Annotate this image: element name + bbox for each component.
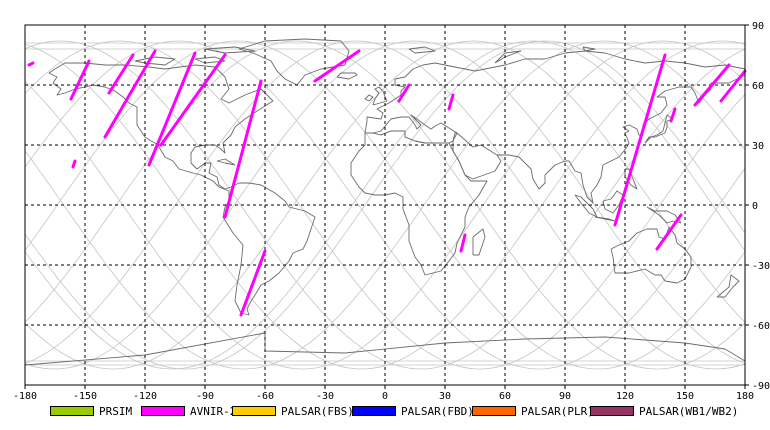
swath-strip <box>693 63 731 107</box>
x-tick-label: -60 <box>256 391 274 400</box>
x-tick-label: 180 <box>736 391 754 400</box>
swath-strip <box>223 79 263 219</box>
legend-item-palsar-fbd: PALSAR(FBD) <box>352 404 474 418</box>
x-tick-label: 150 <box>676 391 694 400</box>
x-tick-label: 60 <box>499 391 511 400</box>
coastline <box>364 50 746 134</box>
x-tick-label: -30 <box>316 391 334 400</box>
y-tick-label: -30 <box>752 261 770 272</box>
legend-label-palsar-wb: PALSAR(WB1/WB2) <box>639 404 739 418</box>
legend: PRSIM AVNIR-2 PALSAR(FBS) PALSAR(FBD) PA… <box>0 400 770 422</box>
grid-lines <box>25 25 745 385</box>
swath-strip <box>669 107 677 123</box>
y-tick-label: 90 <box>752 21 764 32</box>
legend-swatch-palsar-wb <box>590 406 634 416</box>
coastline <box>364 94 374 102</box>
swath-strip <box>107 53 135 95</box>
x-tick-label: -150 <box>73 391 97 400</box>
legend-swatch-palsar-fbd <box>352 406 396 416</box>
coastline <box>716 274 740 298</box>
legend-label-prism: PRSIM <box>99 404 133 418</box>
y-tick-label: 30 <box>752 141 764 152</box>
x-tick-label: -90 <box>196 391 214 400</box>
axis-tick-labels: -180 -150 -120 -90 -60 -30 0 30 60 90 120 150 180 90 6… <box>13 21 770 400</box>
swath-strip <box>147 51 197 167</box>
legend-swatch-avnir2 <box>141 406 185 416</box>
swath-strip <box>71 159 77 169</box>
coastline <box>472 228 486 256</box>
swath-strip <box>27 61 35 67</box>
coastline <box>610 226 692 284</box>
legend-label-palsar-plr: PALSAR(PLR) <box>521 404 594 418</box>
x-tick-label: 0 <box>382 391 388 400</box>
y-tick-label: -60 <box>752 321 770 332</box>
coastline <box>497 74 746 204</box>
world-map: -180 -150 -120 -90 -60 -30 0 30 60 90 120 150 180 90 6… <box>13 21 770 400</box>
coastline <box>452 132 502 180</box>
coastline <box>216 158 236 166</box>
coastline <box>48 62 316 316</box>
coastline <box>204 46 256 54</box>
legend-item-palsar-fbs: PALSAR(FBS) <box>232 404 354 418</box>
swath-strip <box>655 213 683 251</box>
observation-swaths <box>27 49 747 317</box>
swath-strip <box>313 49 361 83</box>
axis-ticks <box>24 24 749 389</box>
swath-strip <box>719 69 747 103</box>
coastline <box>194 56 226 64</box>
coastline <box>646 206 682 224</box>
coastline <box>350 130 488 276</box>
coastline <box>372 86 388 106</box>
legend-item-avnir2: AVNIR-2 <box>141 404 236 418</box>
legend-swatch-palsar-plr <box>472 406 516 416</box>
coastline <box>494 50 522 64</box>
x-tick-label: 30 <box>439 391 451 400</box>
swath-strip <box>613 53 667 227</box>
swath-strip <box>159 53 227 147</box>
y-tick-label: 0 <box>752 201 758 212</box>
coastline <box>336 72 358 80</box>
legend-label-avnir2: AVNIR-2 <box>190 404 237 418</box>
swath-strip <box>239 249 267 317</box>
x-tick-label: 90 <box>559 391 571 400</box>
coastline <box>408 46 436 54</box>
coastline <box>582 46 596 52</box>
legend-swatch-palsar-fbs <box>232 406 276 416</box>
legend-label-palsar-fbd: PALSAR(FBD) <box>401 404 474 418</box>
legend-label-palsar-fbs: PALSAR(FBS) <box>281 404 354 418</box>
swath-strip <box>447 93 455 111</box>
legend-swatch-prism <box>50 406 94 416</box>
y-tick-label: -90 <box>752 381 770 392</box>
y-tick-label: 60 <box>752 81 764 92</box>
legend-item-prism: PRSIM <box>50 404 132 418</box>
x-tick-label: 120 <box>616 391 634 400</box>
swath-strip <box>397 83 411 103</box>
coastlines <box>24 38 746 366</box>
swath-strip <box>69 59 91 101</box>
x-tick-label: -120 <box>133 391 157 400</box>
swath-strip <box>459 233 467 253</box>
swath-strip <box>103 49 157 139</box>
coastline <box>238 38 350 86</box>
legend-item-palsar-wb: PALSAR(WB1/WB2) <box>590 404 738 418</box>
legend-item-palsar-plr: PALSAR(PLR) <box>472 404 594 418</box>
x-tick-label: -180 <box>13 391 37 400</box>
